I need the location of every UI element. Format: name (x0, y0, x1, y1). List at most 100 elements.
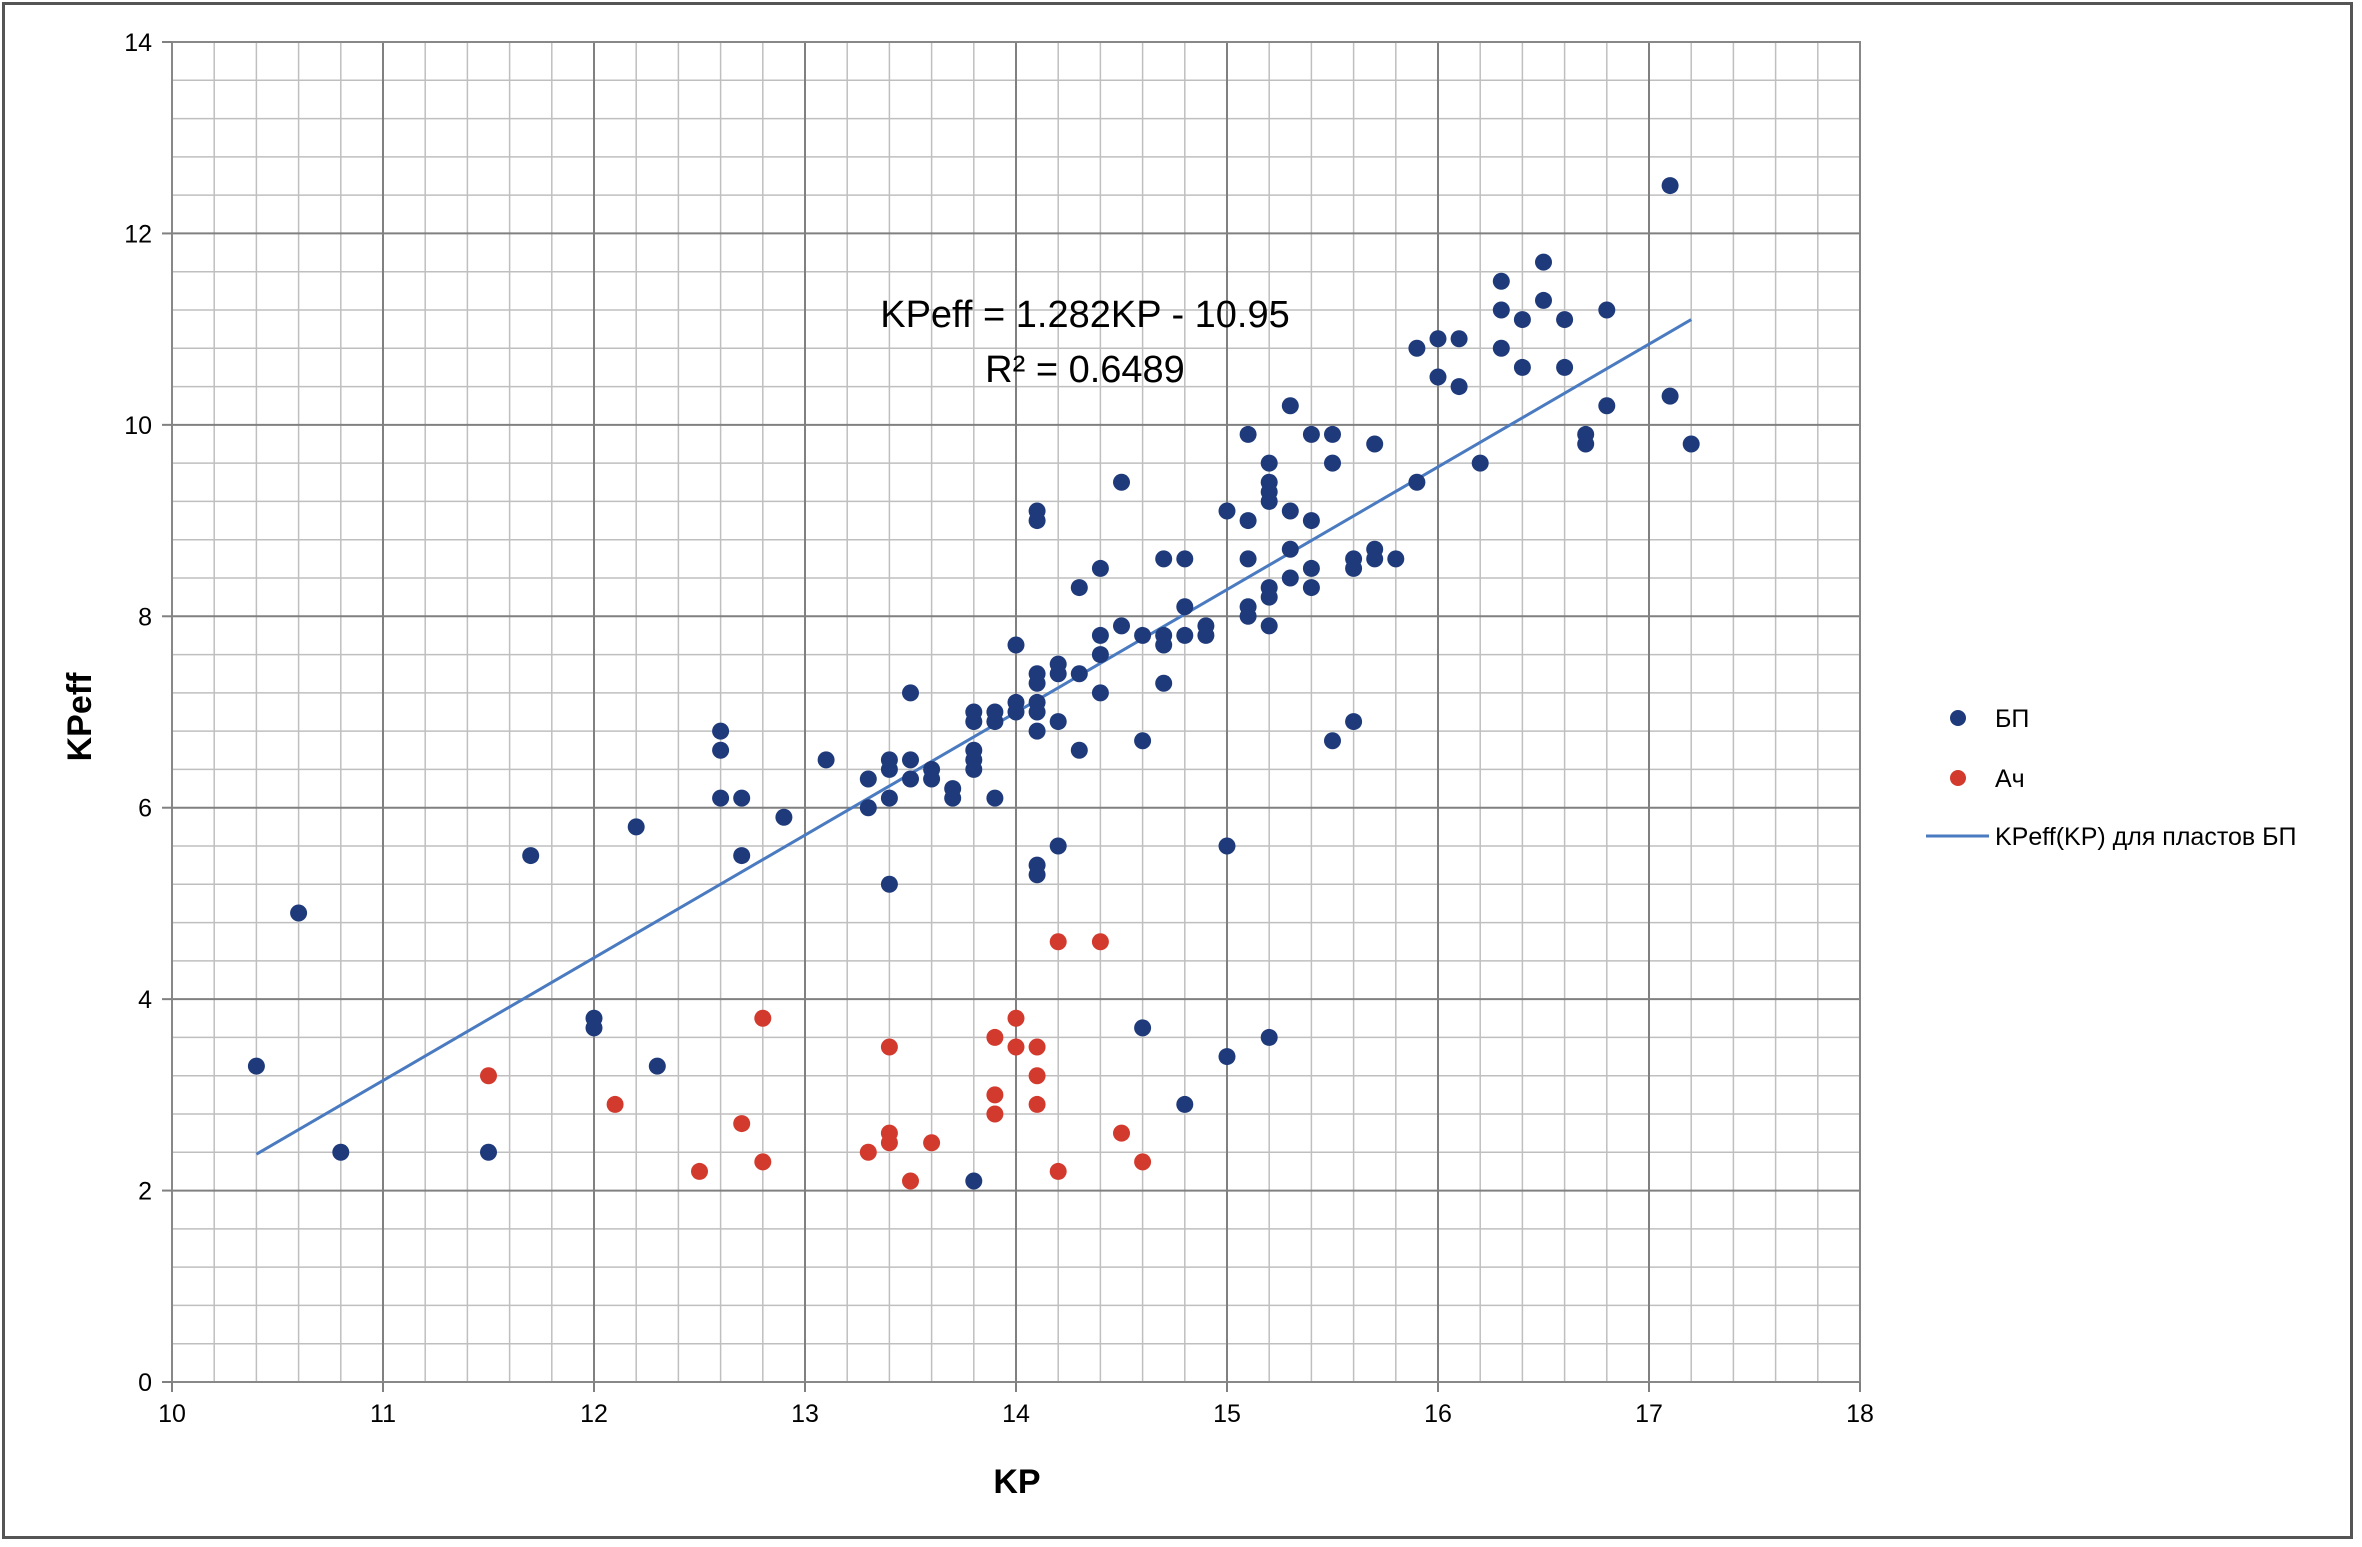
data-point-bp (1007, 703, 1025, 721)
legend-item-bp: БП (1950, 705, 2029, 733)
data-point-bp (1218, 837, 1236, 855)
data-point-bp (247, 1057, 265, 1075)
data-point-bp (1134, 1019, 1152, 1037)
data-point-ach (606, 1095, 624, 1113)
data-point-ach (1049, 933, 1067, 951)
data-point-bp (986, 713, 1004, 731)
data-point-bp (1324, 732, 1341, 750)
data-point-bp (1028, 703, 1046, 721)
legend-marker-bp (1950, 710, 1966, 726)
data-point-ach (1091, 933, 1109, 951)
data-point-bp (944, 789, 962, 807)
y-axis-tick-labels: 0 2 4 6 8 10 12 14 (124, 29, 152, 1397)
data-point-bp (1007, 636, 1025, 654)
data-point-ach (880, 1038, 898, 1056)
data-point-bp (1260, 1028, 1278, 1046)
data-point-bp (1556, 358, 1574, 376)
data-point-bp (480, 1143, 497, 1161)
data-point-bp (1134, 732, 1152, 750)
data-point-bp (1091, 626, 1109, 644)
data-point-bp (1661, 177, 1679, 195)
y-tick-label: 6 (138, 795, 152, 823)
data-point-ach (1028, 1095, 1046, 1113)
data-point-bp (1218, 1048, 1236, 1066)
data-point-ach (733, 1115, 751, 1133)
data-point-bp (1260, 588, 1278, 606)
data-point-bp (1218, 502, 1236, 520)
data-point-bp (290, 904, 308, 922)
trendline-equation: KPeff = 1.282KP - 10.95 (880, 294, 1290, 336)
data-point-bp (1091, 559, 1109, 577)
data-point-bp (902, 751, 919, 769)
data-point-bp (1450, 378, 1468, 396)
data-point-bp (1049, 837, 1067, 855)
data-point-bp (1260, 492, 1278, 510)
data-point-bp (1070, 741, 1088, 759)
data-point-bp (1260, 454, 1278, 472)
data-point-bp (1471, 454, 1489, 472)
axis-tick-marks (162, 41, 1861, 1392)
data-point-bp (1281, 397, 1299, 415)
y-tick-label: 8 (138, 603, 152, 631)
data-point-bp (859, 799, 877, 817)
x-tick-label: 10 (158, 1400, 186, 1428)
x-tick-label: 14 (1002, 1400, 1030, 1428)
data-point-bp (1450, 330, 1468, 348)
y-tick-label: 2 (138, 1178, 152, 1206)
data-point-ach (1028, 1067, 1046, 1085)
data-point-ach (1049, 1162, 1067, 1180)
legend-label-ach: Ач (1995, 765, 2025, 793)
data-point-bp (1281, 569, 1299, 587)
data-point-bp (1513, 311, 1531, 329)
data-point-ach (859, 1143, 877, 1161)
data-point-bp (1176, 626, 1194, 644)
data-point-ach (1134, 1153, 1152, 1171)
data-point-bp (1134, 626, 1152, 644)
data-point-bp (1197, 626, 1215, 644)
data-point-bp (1113, 473, 1130, 491)
x-tick-label: 18 (1846, 1400, 1874, 1428)
data-points-layer (247, 177, 1700, 1190)
y-tick-label: 4 (138, 986, 152, 1014)
data-point-bp (1281, 540, 1299, 558)
x-tick-label: 16 (1424, 1400, 1452, 1428)
data-point-bp (1260, 617, 1278, 635)
x-axis-tick-labels: 10 11 12 13 14 15 16 17 18 (158, 1400, 1874, 1428)
data-point-bp (1028, 512, 1046, 530)
data-point-bp (902, 770, 919, 788)
data-point-bp (1239, 512, 1257, 530)
data-point-bp (712, 741, 730, 759)
data-point-bp (648, 1057, 666, 1075)
data-point-bp (1028, 866, 1046, 884)
legend-label-bp: БП (1995, 705, 2029, 733)
data-point-bp (1028, 722, 1046, 740)
data-point-bp (1239, 607, 1257, 625)
data-point-bp (1239, 425, 1257, 443)
data-point-bp (1345, 713, 1363, 731)
data-point-bp (1366, 550, 1384, 568)
data-point-bp (965, 713, 983, 731)
data-point-ach (480, 1067, 497, 1085)
data-point-bp (1176, 1095, 1194, 1113)
x-tick-label: 11 (370, 1400, 396, 1428)
data-point-bp (1429, 330, 1447, 348)
data-point-bp (775, 808, 793, 826)
data-point-bp (712, 722, 730, 740)
y-tick-label: 0 (138, 1369, 152, 1397)
data-point-bp (923, 770, 941, 788)
data-point-ach (1007, 1038, 1025, 1056)
data-point-bp (1598, 397, 1616, 415)
data-point-ach (902, 1172, 919, 1190)
data-point-bp (585, 1019, 603, 1037)
legend-item-trendline: KPeff(KP) для пластов БП (1926, 823, 2297, 851)
data-point-bp (1091, 646, 1109, 664)
x-tick-label: 17 (1635, 1400, 1663, 1428)
data-point-bp (1070, 665, 1088, 683)
data-point-ach (986, 1028, 1004, 1046)
data-point-bp (880, 789, 898, 807)
data-point-bp (965, 760, 983, 778)
y-tick-label: 12 (124, 220, 152, 248)
data-point-bp (712, 789, 730, 807)
y-axis-title: KPeff (61, 672, 99, 761)
data-point-ach (1113, 1124, 1130, 1142)
